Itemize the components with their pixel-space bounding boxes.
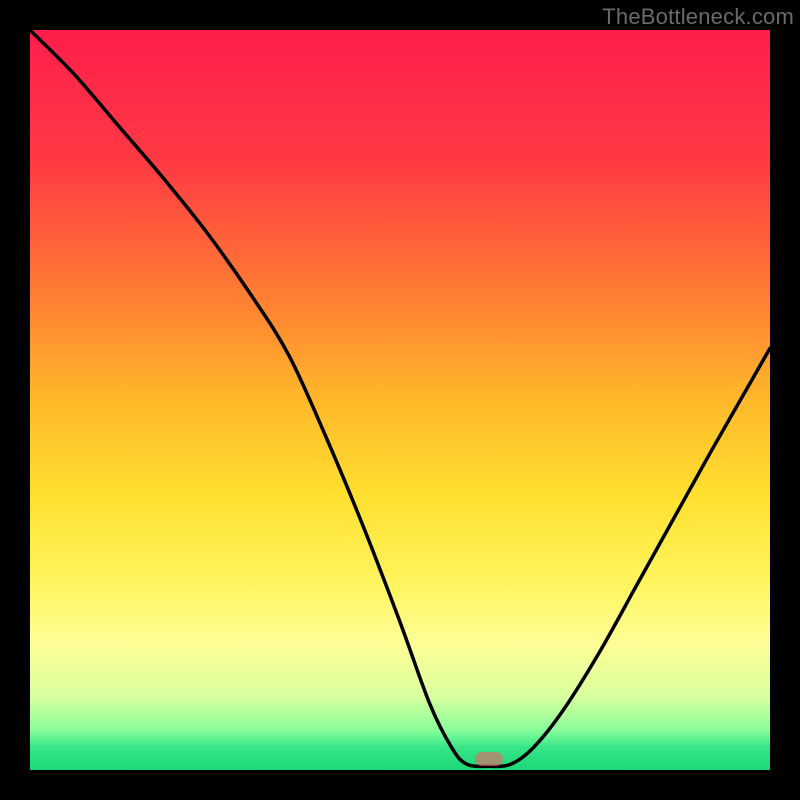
attribution-label: TheBottleneck.com [602,4,794,30]
bottleneck-chart-svg [0,0,800,800]
optimal-point-marker [475,752,503,766]
chart-container: TheBottleneck.com [0,0,800,800]
plot-background [30,30,770,770]
